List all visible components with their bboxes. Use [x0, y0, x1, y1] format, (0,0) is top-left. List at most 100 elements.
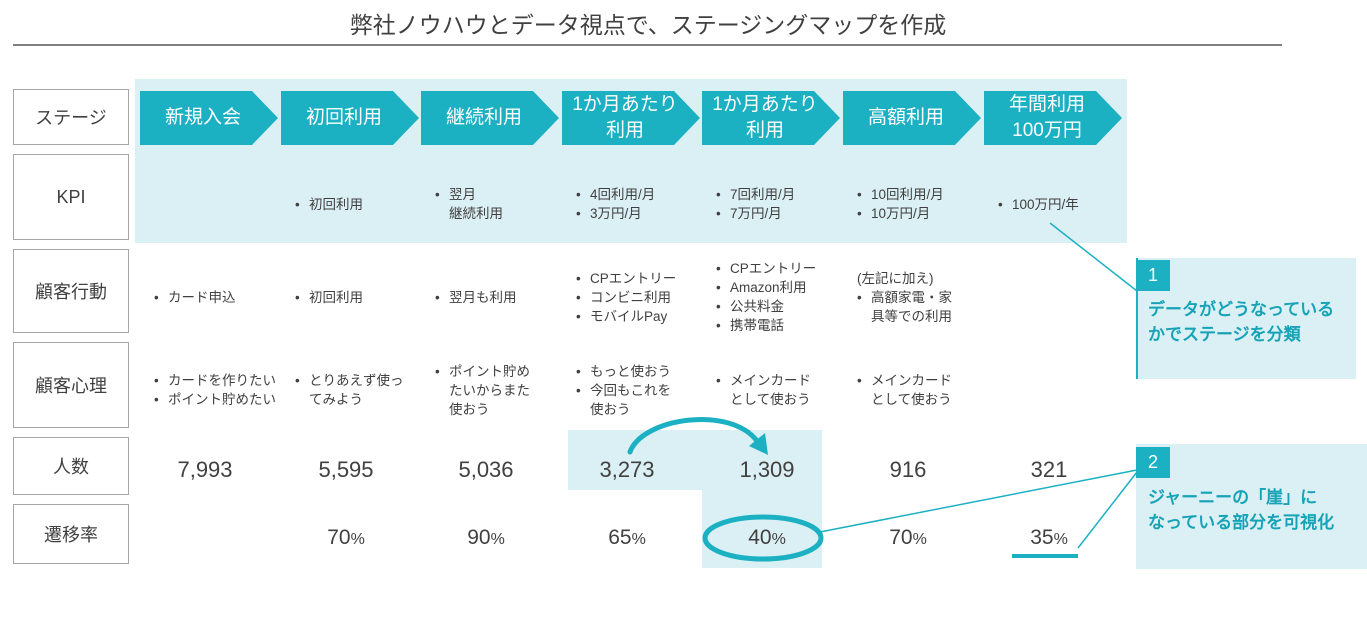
action-item: CPエントリー [716, 259, 844, 278]
kpi-item: 100万円/年 [998, 195, 1126, 214]
action-list: CPエントリー コンビニ利用 モバイルPay [576, 269, 704, 326]
action-item: 翌月も利用 [435, 288, 563, 307]
action-item: 携帯電話 [716, 316, 844, 335]
action-list: 初回利用 [295, 288, 423, 307]
action-cell: 初回利用 [295, 252, 423, 342]
action-item: CPエントリー [576, 269, 704, 288]
stage-name: 年間利用 100万円 [1008, 94, 1085, 141]
kpi-item: 10回利用/月 [857, 185, 985, 204]
action-item: 初回利用 [295, 288, 423, 307]
title-underline [13, 44, 1282, 46]
kpi-cell: 10回利用/月 10万円/月 [857, 164, 985, 244]
kpi-item: 10万円/月 [857, 204, 985, 223]
rate-unit: % [771, 531, 786, 548]
psychology-cell: もっと使おう 今回もこれを 使おう [576, 345, 704, 435]
psychology-item: 今回もこれを 使おう [576, 381, 704, 419]
kpi-cell: 7回利用/月 7万円/月 [716, 164, 844, 244]
rate-cell: 40% [702, 521, 832, 555]
action-list: 翌月も利用 [435, 288, 563, 307]
stage-name: 1か月あたり 利用 [572, 94, 678, 141]
rate-value: 70 [889, 526, 913, 549]
stage-name: 継続利用 [445, 107, 522, 128]
psychology-cell: メインカード として使おう [857, 345, 985, 435]
psychology-cell: メインカード として使おう [716, 345, 844, 435]
action-item: 高額家電・家 具等での利用 [857, 288, 985, 326]
count-value: 3,273 [599, 457, 655, 482]
stage-chevron: 1か月あたり 利用 [562, 91, 700, 145]
kpi-item: 7回利用/月 [716, 185, 844, 204]
action-item: モバイルPay [576, 307, 704, 326]
count-value: 321 [1030, 457, 1068, 482]
rate-cell: 35% [984, 521, 1114, 555]
action-cell: カード申込 [154, 252, 282, 342]
psychology-item: とりあえず使っ てみよう [295, 371, 423, 409]
stage-name: 高額利用 [867, 107, 944, 128]
stage-name: 1か月あたり 利用 [712, 94, 818, 141]
callout-2-badge: 2 [1136, 447, 1170, 478]
stage-chevron: 初回利用 [281, 91, 419, 145]
psychology-item: メインカード として使おう [857, 371, 985, 409]
count-value: 7,993 [177, 457, 233, 482]
callout-2: 2 ジャーニーの「崖」に なっている部分を可視化 [1136, 444, 1367, 569]
count-value: 5,036 [458, 457, 514, 482]
row-label-rate: 遷移率 [13, 504, 129, 564]
action-list: CPエントリー Amazon利用 公共料金 携帯電話 [716, 259, 844, 335]
callout-2-text: ジャーニーの「崖」に なっている部分を可視化 [1148, 488, 1335, 532]
psychology-list: もっと使おう 今回もこれを 使おう [576, 362, 704, 419]
count-value: 916 [889, 457, 927, 482]
row-label-kpi: KPI [13, 154, 129, 240]
kpi-list: 4回利用/月 3万円/月 [576, 185, 704, 223]
psychology-list: カードを作りたい ポイント貯めたい [154, 371, 282, 409]
action-cell: CPエントリー コンビニ利用 モバイルPay [576, 252, 704, 342]
rate-cell: 70% [843, 521, 973, 555]
kpi-item: 初回利用 [295, 195, 423, 214]
callout-1-text: データがどうなっている かでステージを分類 [1148, 300, 1335, 344]
row-label-psychology: 顧客心理 [13, 342, 129, 428]
psychology-list: メインカード として使おう [716, 371, 844, 409]
action-cell: 翌月も利用 [435, 252, 563, 342]
rate-value: 70 [327, 526, 351, 549]
kpi-cell: 翌月 継続利用 [435, 164, 563, 244]
rate-cell: 90% [421, 521, 551, 555]
psychology-item: ポイント貯め たいからまた 使おう [435, 362, 563, 419]
kpi-list: 100万円/年 [998, 195, 1126, 214]
page-title: 弊社ノウハウとデータ視点で、ステージングマップを作成 [349, 12, 947, 38]
rate-unit: % [350, 531, 365, 548]
callout-1: 1 データがどうなっている かでステージを分類 [1136, 258, 1356, 379]
action-list: 高額家電・家 具等での利用 [857, 288, 985, 326]
kpi-item: 7万円/月 [716, 204, 844, 223]
action-note: (左記に加え) [857, 270, 934, 286]
psychology-list: ポイント貯め たいからまた 使おう [435, 362, 563, 419]
psychology-item: もっと使おう [576, 362, 704, 381]
count-value: 1,309 [739, 457, 795, 482]
kpi-item: 3万円/月 [576, 204, 704, 223]
rate-value: 65 [608, 526, 632, 549]
stage-chevron: 1か月あたり 利用 [702, 91, 840, 145]
action-list: カード申込 [154, 288, 282, 307]
kpi-list: 翌月 継続利用 [435, 185, 563, 223]
rate-value: 40 [748, 526, 772, 549]
kpi-list: 10回利用/月 10万円/月 [857, 185, 985, 223]
kpi-list: 初回利用 [295, 195, 423, 214]
rate-cell: 70% [281, 521, 411, 555]
kpi-item: 翌月 継続利用 [435, 185, 563, 223]
count-value: 5,595 [318, 457, 374, 482]
action-item: コンビニ利用 [576, 288, 704, 307]
action-item: 公共料金 [716, 297, 844, 316]
rate-value: 35 [1030, 526, 1054, 549]
row-label-stage: ステージ [13, 89, 129, 145]
action-item: Amazon利用 [716, 278, 844, 297]
psychology-item: カードを作りたい [154, 371, 282, 390]
row-label-count: 人数 [13, 437, 129, 495]
psychology-item: メインカード として使おう [716, 371, 844, 409]
kpi-list: 7回利用/月 7万円/月 [716, 185, 844, 223]
stage-chevron: 年間利用 100万円 [984, 91, 1122, 145]
callout-1-badge: 1 [1136, 260, 1170, 291]
row-label-action: 顧客行動 [13, 249, 129, 333]
stage-chevron: 新規入会 [140, 91, 278, 145]
action-cell: (左記に加え) 高額家電・家 具等での利用 [857, 252, 985, 342]
action-item: カード申込 [154, 288, 282, 307]
callout-1-rule [1136, 258, 1138, 379]
action-cell: CPエントリー Amazon利用 公共料金 携帯電話 [716, 252, 844, 342]
